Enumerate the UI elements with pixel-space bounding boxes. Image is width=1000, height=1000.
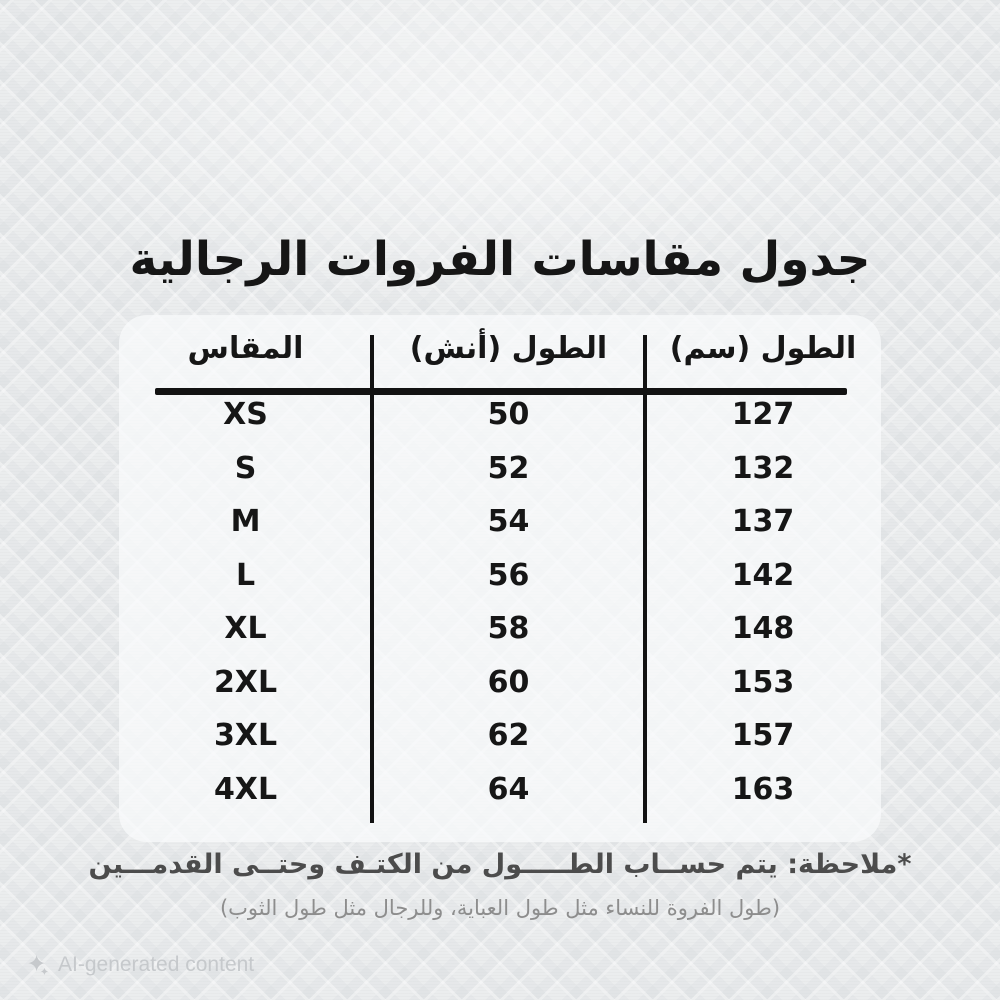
- cell-inch: 50: [487, 397, 530, 433]
- column-divider-left: [370, 335, 374, 823]
- cell-inch: 58: [487, 611, 530, 647]
- cell-size: 4XL: [213, 771, 278, 807]
- cell-inch: 54: [487, 504, 530, 540]
- cell-size: 3XL: [213, 718, 278, 754]
- table-row: XS 50 127: [119, 388, 881, 442]
- cell-size: XL: [224, 611, 267, 647]
- ai-watermark: AI-generated content: [27, 953, 254, 977]
- column-divider-right: [643, 335, 647, 823]
- cell-size: XS: [223, 397, 268, 433]
- table-row: XL 58 148: [119, 602, 881, 656]
- table-row: M 54 137: [119, 495, 881, 549]
- table-body: XS 50 127 S 52 132 M 54 137 L 56 142 XL 58 148 2XL 60 153…: [119, 388, 881, 816]
- table-row: 3XL 62 157: [119, 709, 881, 763]
- cell-cm: 163: [731, 771, 795, 807]
- page-title: جدول مقاسات الفروات الرجالية: [129, 232, 871, 287]
- cell-size: L: [235, 557, 256, 593]
- cell-inch: 64: [487, 771, 530, 807]
- cell-inch: 52: [487, 450, 530, 486]
- header-size: المقاس: [187, 331, 304, 366]
- cell-size: M: [230, 504, 261, 540]
- cell-cm: 157: [731, 718, 795, 754]
- cell-inch: 56: [487, 557, 530, 593]
- cell-cm: 137: [731, 504, 795, 540]
- cell-cm: 142: [731, 557, 795, 593]
- table-panel: المقاس الطول (أنش) الطول (سم) XS 50 127 S 52…: [119, 315, 881, 842]
- cell-inch: 62: [487, 718, 530, 754]
- sparkle-icon: [27, 954, 49, 976]
- cell-size: S: [234, 450, 257, 486]
- table-row: 4XL 64 163: [119, 763, 881, 817]
- header-cm: الطول (سم): [669, 331, 857, 366]
- cell-cm: 148: [731, 611, 795, 647]
- cell-cm: 127: [731, 397, 795, 433]
- note-comparison: (طول الفروة للنساء مثل طول العباية، وللر…: [219, 896, 781, 920]
- cell-inch: 60: [487, 664, 530, 700]
- cell-cm: 132: [731, 450, 795, 486]
- note-measurement: *ملاحظة: يتم حســاب الطـــــول من الكتـف…: [88, 849, 912, 880]
- watermark-label: AI-generated content: [58, 953, 255, 976]
- cell-cm: 153: [731, 664, 795, 700]
- header-inch: الطول (أنش): [409, 331, 608, 366]
- table-row: S 52 132: [119, 442, 881, 496]
- table-row: L 56 142: [119, 549, 881, 603]
- header-divider: [155, 388, 847, 395]
- table-row: 2XL 60 153: [119, 656, 881, 710]
- table-header-row: المقاس الطول (أنش) الطول (سم): [119, 315, 881, 388]
- cell-size: 2XL: [213, 664, 278, 700]
